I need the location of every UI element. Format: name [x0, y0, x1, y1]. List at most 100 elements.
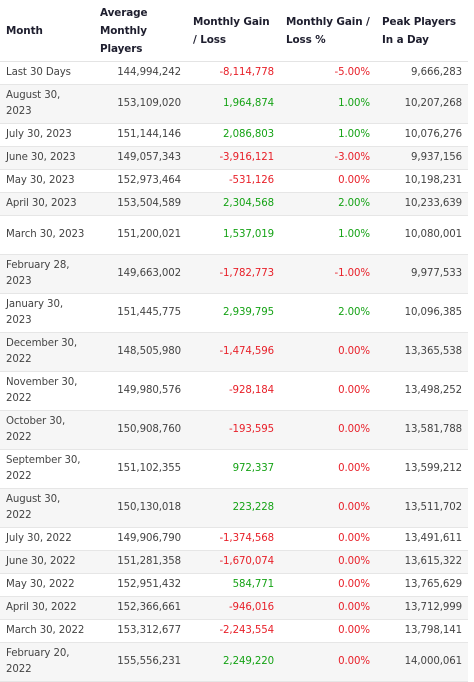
gain-loss-cell: -2,243,554 [187, 619, 280, 643]
table-row: April 30, 2023 153,504,589 2,304,568 2.0… [0, 192, 468, 216]
table-row: Last 30 Days 144,994,242 -8,114,778 -5.0… [0, 61, 468, 85]
gain-loss-cell: -1,782,773 [187, 254, 280, 294]
average-players-cell: 149,906,790 [94, 527, 187, 551]
month-cell: June 30, 2023 [0, 146, 94, 170]
average-players-cell: 151,281,358 [94, 550, 187, 574]
month-cell: August 30, 2023 [0, 84, 94, 124]
average-players-cell: 152,366,661 [94, 596, 187, 620]
gain-loss-cell: -193,595 [187, 410, 280, 450]
gain-loss-cell: -1,670,074 [187, 550, 280, 574]
table-row: February 20, 2022 155,556,231 2,249,220 … [0, 642, 468, 682]
peak-players-cell: 9,666,283 [376, 61, 468, 85]
gain-loss-percent-cell: -1.00% [280, 254, 376, 294]
table-row: May 30, 2022 152,951,432 584,771 0.00% 1… [0, 573, 468, 597]
average-players-cell: 149,663,002 [94, 254, 187, 294]
gain-loss-percent-cell: 0.00% [280, 332, 376, 372]
month-cell: May 30, 2022 [0, 573, 94, 597]
average-players-cell: 155,556,231 [94, 642, 187, 682]
table-row: November 30, 2022 149,980,576 -928,184 0… [0, 371, 468, 411]
table-row: July 30, 2023 151,144,146 2,086,803 1.00… [0, 123, 468, 147]
month-cell: February 28, 2023 [0, 254, 94, 294]
gain-loss-percent-cell: -5.00% [280, 61, 376, 85]
gain-loss-cell: -946,016 [187, 596, 280, 620]
table-row: March 30, 2023 151,200,021 1,537,019 1.0… [0, 215, 468, 255]
table-row: April 30, 2022 152,366,661 -946,016 0.00… [0, 596, 468, 620]
peak-players-cell: 13,365,538 [376, 332, 468, 372]
month-cell: September 30, 2022 [0, 449, 94, 489]
table-row: August 30, 2022 150,130,018 223,228 0.00… [0, 488, 468, 528]
gain-loss-cell: -1,374,568 [187, 527, 280, 551]
average-players-cell: 151,144,146 [94, 123, 187, 147]
gain-loss-cell: -3,916,121 [187, 146, 280, 170]
average-players-cell: 149,057,343 [94, 146, 187, 170]
table-row: September 30, 2022 151,102,355 972,337 0… [0, 449, 468, 489]
table-body: Last 30 Days 144,994,242 -8,114,778 -5.0… [0, 61, 468, 682]
gain-loss-cell: 223,228 [187, 488, 280, 528]
peak-players-cell: 9,937,156 [376, 146, 468, 170]
header-monthly-gain-loss: Monthly Gain / Loss [187, 0, 280, 62]
average-players-cell: 144,994,242 [94, 61, 187, 85]
gain-loss-percent-cell: 0.00% [280, 449, 376, 489]
gain-loss-cell: 1,537,019 [187, 215, 280, 255]
gain-loss-cell: 584,771 [187, 573, 280, 597]
table-row: July 30, 2022 149,906,790 -1,374,568 0.0… [0, 527, 468, 551]
header-average-monthly-players: Average Monthly Players [94, 0, 187, 62]
gain-loss-percent-cell: 1.00% [280, 215, 376, 255]
month-cell: March 30, 2022 [0, 619, 94, 643]
average-players-cell: 152,973,464 [94, 169, 187, 193]
header-peak-players: Peak Players In a Day [376, 0, 468, 62]
month-cell: July 30, 2023 [0, 123, 94, 147]
average-players-cell: 148,505,980 [94, 332, 187, 372]
gain-loss-cell: 2,939,795 [187, 293, 280, 333]
average-players-cell: 153,504,589 [94, 192, 187, 216]
header-monthly-gain-loss-percent: Monthly Gain / Loss % [280, 0, 376, 62]
peak-players-cell: 10,207,268 [376, 84, 468, 124]
table-row: October 30, 2022 150,908,760 -193,595 0.… [0, 410, 468, 450]
header-month: Month [0, 0, 94, 62]
gain-loss-percent-cell: 1.00% [280, 123, 376, 147]
peak-players-cell: 13,511,702 [376, 488, 468, 528]
average-players-cell: 151,102,355 [94, 449, 187, 489]
peak-players-cell: 13,581,788 [376, 410, 468, 450]
gain-loss-cell: 1,964,874 [187, 84, 280, 124]
month-cell: July 30, 2022 [0, 527, 94, 551]
gain-loss-percent-cell: 0.00% [280, 573, 376, 597]
month-cell: June 30, 2022 [0, 550, 94, 574]
table-row: December 30, 2022 148,505,980 -1,474,596… [0, 332, 468, 372]
gain-loss-cell: 972,337 [187, 449, 280, 489]
peak-players-cell: 13,765,629 [376, 573, 468, 597]
peak-players-cell: 10,198,231 [376, 169, 468, 193]
month-cell: April 30, 2023 [0, 192, 94, 216]
peak-players-cell: 13,615,322 [376, 550, 468, 574]
month-cell: May 30, 2023 [0, 169, 94, 193]
average-players-cell: 151,445,775 [94, 293, 187, 333]
table-row: February 28, 2023 149,663,002 -1,782,773… [0, 254, 468, 294]
gain-loss-percent-cell: 0.00% [280, 550, 376, 574]
gain-loss-cell: -531,126 [187, 169, 280, 193]
table-row: May 30, 2023 152,973,464 -531,126 0.00% … [0, 169, 468, 193]
month-cell: November 30, 2022 [0, 371, 94, 411]
month-cell: Last 30 Days [0, 61, 94, 85]
peak-players-cell: 10,096,385 [376, 293, 468, 333]
gain-loss-percent-cell: 0.00% [280, 169, 376, 193]
average-players-cell: 153,109,020 [94, 84, 187, 124]
month-cell: December 30, 2022 [0, 332, 94, 372]
peak-players-cell: 9,977,533 [376, 254, 468, 294]
gain-loss-percent-cell: 1.00% [280, 84, 376, 124]
peak-players-cell: 13,599,212 [376, 449, 468, 489]
table-header-row: Month Average Monthly Players Monthly Ga… [0, 0, 468, 62]
gain-loss-percent-cell: 2.00% [280, 192, 376, 216]
table-row: August 30, 2023 153,109,020 1,964,874 1.… [0, 84, 468, 124]
average-players-cell: 150,908,760 [94, 410, 187, 450]
average-players-cell: 149,980,576 [94, 371, 187, 411]
gain-loss-percent-cell: 0.00% [280, 527, 376, 551]
peak-players-cell: 10,080,001 [376, 215, 468, 255]
gain-loss-percent-cell: 0.00% [280, 410, 376, 450]
gain-loss-percent-cell: 0.00% [280, 371, 376, 411]
average-players-cell: 153,312,677 [94, 619, 187, 643]
peak-players-cell: 13,798,141 [376, 619, 468, 643]
gain-loss-percent-cell: 2.00% [280, 293, 376, 333]
average-players-cell: 150,130,018 [94, 488, 187, 528]
gain-loss-cell: 2,086,803 [187, 123, 280, 147]
